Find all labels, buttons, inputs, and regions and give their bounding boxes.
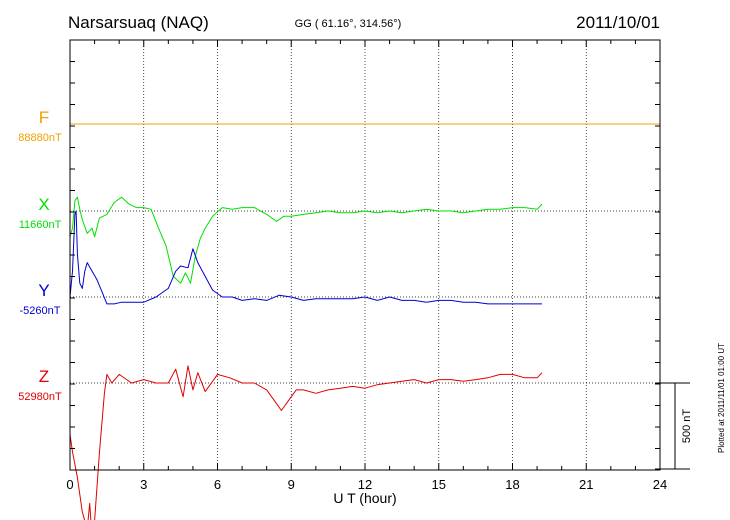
chart-date: 2011/10/01 [576,13,660,32]
scale-bar-label: 500 nT [681,409,693,444]
plot-frame [69,39,661,471]
series-line-x [69,196,543,284]
x-tick-label: 6 [214,477,221,492]
label-layer: F 88880nT X 11660nT Y -5260nT Z 52980nT [18,108,62,403]
x-tick-label: 24 [653,477,667,492]
series-name-x: X [38,195,49,214]
x-axis-label: U T (hour) [333,490,396,506]
series-layer [69,123,660,520]
x-tick-label: 21 [579,477,593,492]
x-tick-label: 18 [505,477,519,492]
series-name-f: F [39,108,49,127]
series-line-y [69,210,542,305]
x-tick-label: 9 [288,477,295,492]
series-name-y: Y [38,281,49,300]
x-tick-label: 0 [66,477,73,492]
x-tick-label: 3 [140,477,147,492]
x-tick-label: 12 [358,477,372,492]
grid-layer [70,40,660,470]
chart-title: Narsarsuaq (NAQ) [68,13,209,32]
series-baseline-f: 88880nT [18,132,62,144]
series-line-z [69,365,543,520]
series-baseline-z: 52980nT [18,391,62,403]
series-baseline-x: 11660nT [19,219,62,231]
scale-bar: 500 nT [655,382,693,470]
chart-subtitle: GG ( 61.16°, 314.56°) [295,18,402,30]
tick-layer: 0 3 6 9 12 15 18 21 24 [66,40,667,492]
series-baseline-y: -5260nT [20,305,61,317]
series-name-z: Z [39,367,49,386]
plotted-note: Plotted at 2011/11/01 01:00 UT [717,343,726,453]
x-tick-label: 15 [432,477,446,492]
